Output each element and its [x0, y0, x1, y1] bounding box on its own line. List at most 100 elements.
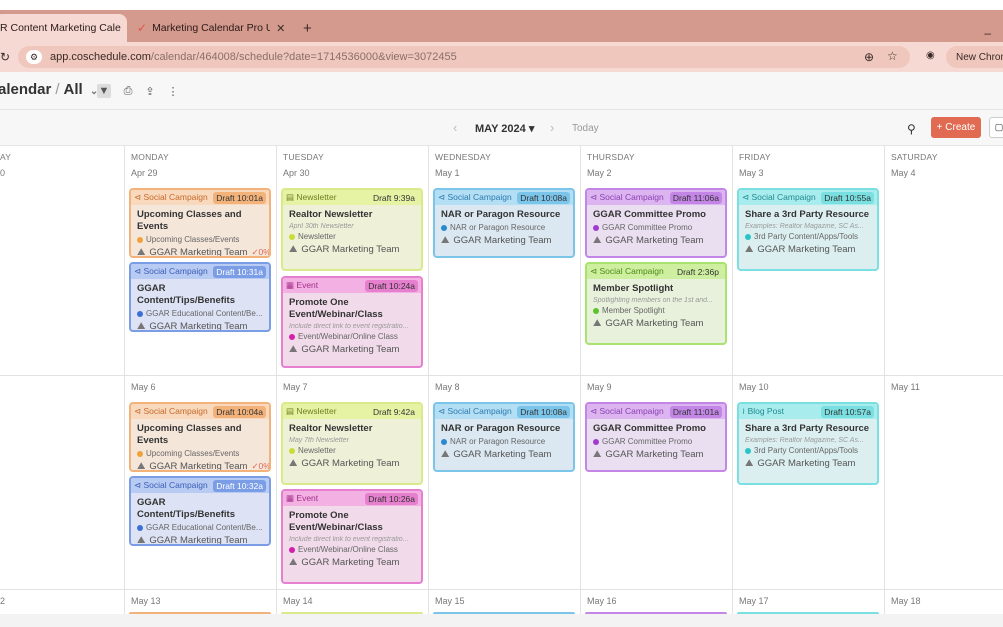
- tag-dot: [441, 438, 447, 445]
- calendar-card[interactable]: ▤ Newsletter Draft 9:39a Realtor Newslett…: [281, 188, 423, 271]
- calendar-card[interactable]: ⊲ Social Campaign Draft 10:01a Upcoming C…: [129, 188, 271, 258]
- calendar-card[interactable]: ⊲ Social Campaign Draft 2:36p Member Spot…: [585, 262, 727, 345]
- day-date[interactable]: May 8: [435, 382, 460, 392]
- share-icon[interactable]: ⇪: [145, 85, 155, 98]
- card-type: Social Campaign: [143, 406, 208, 416]
- day-header-tuesday: TUESDAY: [283, 152, 324, 162]
- new-chrome-button[interactable]: New Chrom: [946, 46, 1003, 68]
- calendar-card[interactable]: ▦ Event Draft 10:24a Promote One Event/We…: [281, 276, 423, 368]
- chevron-down-icon[interactable]: ⌄: [89, 86, 99, 97]
- draft-badge: Draft 10:01a: [213, 191, 266, 204]
- zoom-icon[interactable]: ⊕: [864, 50, 875, 64]
- tab-marketing-calendar-pro[interactable]: ✓ Marketing Calendar Pro Upgra ✕: [131, 14, 293, 42]
- day-date[interactable]: May 9: [587, 382, 612, 392]
- day-date[interactable]: May 2: [587, 168, 612, 178]
- page-title: alendar / All ⌄: [0, 81, 98, 98]
- day-date[interactable]: 0: [0, 168, 6, 178]
- calendar-card[interactable]: ⊲ Social Campaign Draft 10:04a Upcoming C…: [129, 402, 271, 472]
- tag-dot: [745, 233, 751, 240]
- card-tag: NAR or Paragon Resource: [450, 437, 546, 446]
- more-icon[interactable]: ⋮: [167, 85, 179, 98]
- day-date[interactable]: May 14: [283, 596, 313, 606]
- new-tab-button[interactable]: +: [303, 19, 312, 37]
- day-date[interactable]: May 11: [891, 382, 920, 392]
- address-bar[interactable]: ⚙ app.coschedule.com/calendar/464008/sch…: [18, 46, 910, 68]
- month-selector[interactable]: MAY 2024 ▾: [475, 122, 534, 135]
- calendar-card[interactable]: ⊲ Social Campaign Draft 11:01a GGAR Commi…: [585, 402, 727, 472]
- card-team: GGAR Marketing Team: [605, 235, 704, 246]
- window-bottom-edge: [0, 614, 1003, 627]
- search-icon[interactable]: ⚲: [907, 122, 916, 136]
- calendar-card[interactable]: ⊲ Social Campaign Draft 11:06a GGAR Commi…: [585, 188, 727, 258]
- megaphone-icon: ⊲: [438, 192, 448, 202]
- card-team: GGAR Marketing Team: [301, 557, 400, 568]
- card-title: Promote One Event/Webinar/Class: [289, 297, 383, 320]
- card-team: GGAR Marketing Team: [757, 244, 856, 255]
- draft-badge: Draft 10:08a: [517, 405, 570, 418]
- day-date[interactable]: May 7: [283, 382, 308, 392]
- tag-dot: [137, 236, 143, 243]
- reload-icon[interactable]: ↻: [0, 50, 11, 64]
- create-button[interactable]: + Create: [931, 117, 981, 138]
- card-description: Include direct link to event registratio…: [289, 323, 409, 330]
- title-separator: /: [55, 81, 60, 98]
- day-date[interactable]: May 17: [739, 596, 769, 606]
- day-date[interactable]: May 13: [131, 596, 161, 606]
- megaphone-icon: ⊲: [590, 192, 600, 202]
- card-type: Social Campaign: [599, 406, 664, 416]
- tag-dot: [137, 310, 143, 317]
- draft-badge: Draft 10:57a: [821, 405, 874, 418]
- calendar-card[interactable]: ⊲ Social Campaign Draft 10:08a NAR or Par…: [433, 402, 575, 472]
- day-date[interactable]: May 18: [891, 596, 921, 606]
- day-date[interactable]: May 16: [587, 596, 617, 606]
- card-title: Upcoming Classes and Events: [137, 209, 242, 232]
- card-description: Spotlighting members on the 1st and...: [593, 297, 713, 304]
- card-team: GGAR Marketing Team: [605, 318, 704, 329]
- minimize-button[interactable]: –: [984, 26, 991, 40]
- column-divider: [124, 146, 125, 616]
- day-date[interactable]: May 10: [739, 382, 769, 392]
- calendar-card[interactable]: ⊲ Social Campaign Draft 10:55a Share a 3r…: [737, 188, 879, 271]
- tab-content-calendar[interactable]: R Content Marketing Cale ✕: [0, 14, 127, 42]
- prev-month-icon[interactable]: ‹: [453, 120, 458, 135]
- filter-icon[interactable]: ▼: [97, 84, 111, 98]
- day-header-saturday: SATURDAY: [891, 152, 938, 162]
- day-date[interactable]: Apr 29: [131, 168, 158, 178]
- team-icon: ⛰: [441, 235, 450, 246]
- url-host: app.coschedule.com: [50, 51, 151, 63]
- day-header-wednesday: WEDNESDAY: [435, 152, 491, 162]
- card-team: GGAR Marketing Team: [453, 235, 552, 246]
- card-title: Realtor Newsletter: [289, 423, 373, 434]
- calendar-card[interactable]: ▦ Event Draft 10:26a Promote One Event/We…: [281, 489, 423, 584]
- tag-dot: [593, 438, 599, 445]
- day-date[interactable]: May 1: [435, 168, 460, 178]
- calendar-card[interactable]: ≀ Blog Post Draft 10:57a Share a 3rd Part…: [737, 402, 879, 485]
- calendar-card[interactable]: ⊲ Social Campaign Draft 10:08a NAR or Par…: [433, 188, 575, 258]
- address-bar-row: ↻ ⚙ app.coschedule.com/calendar/464008/s…: [0, 42, 1003, 72]
- day-date[interactable]: May 3: [739, 168, 764, 178]
- calendar-card[interactable]: ⊲ Social Campaign Draft 10:31a GGAR Conte…: [129, 262, 271, 332]
- team-icon: ⛰: [593, 449, 602, 460]
- day-date[interactable]: May 4: [891, 168, 916, 178]
- day-date[interactable]: 2: [0, 596, 6, 606]
- card-title: Share a 3rd Party Resource: [745, 423, 870, 434]
- day-date[interactable]: May 15: [435, 596, 465, 606]
- print-icon[interactable]: ⎙: [123, 84, 133, 97]
- today-button[interactable]: Today: [572, 123, 599, 134]
- card-description: May 7th Newsletter: [289, 437, 349, 444]
- tag-dot: [593, 307, 599, 314]
- feedback-icon[interactable]: ▢: [989, 117, 1003, 138]
- day-date[interactable]: May 6: [131, 382, 156, 392]
- incognito-icon[interactable]: ◉: [926, 50, 935, 61]
- calendar-card[interactable]: ⊲ Social Campaign Draft 10:32a GGAR Conte…: [129, 476, 271, 546]
- card-tag: Upcoming Classes/Events: [146, 235, 240, 244]
- calendar-scope-dropdown[interactable]: All: [63, 81, 83, 98]
- close-tab-icon[interactable]: ✕: [276, 22, 286, 35]
- url-path: /calendar/464008/schedule?date=171453600…: [150, 51, 457, 63]
- day-date[interactable]: Apr 30: [283, 168, 310, 178]
- bookmark-star-icon[interactable]: ☆: [887, 49, 898, 63]
- calendar-card[interactable]: ▤ Newsletter Draft 9:42a Realtor Newslett…: [281, 402, 423, 485]
- calendar-grid: AY MONDAY TUESDAY WEDNESDAY THURSDAY FRI…: [0, 146, 1003, 616]
- site-settings-icon[interactable]: ⚙: [26, 50, 42, 64]
- next-month-icon[interactable]: ›: [550, 120, 555, 135]
